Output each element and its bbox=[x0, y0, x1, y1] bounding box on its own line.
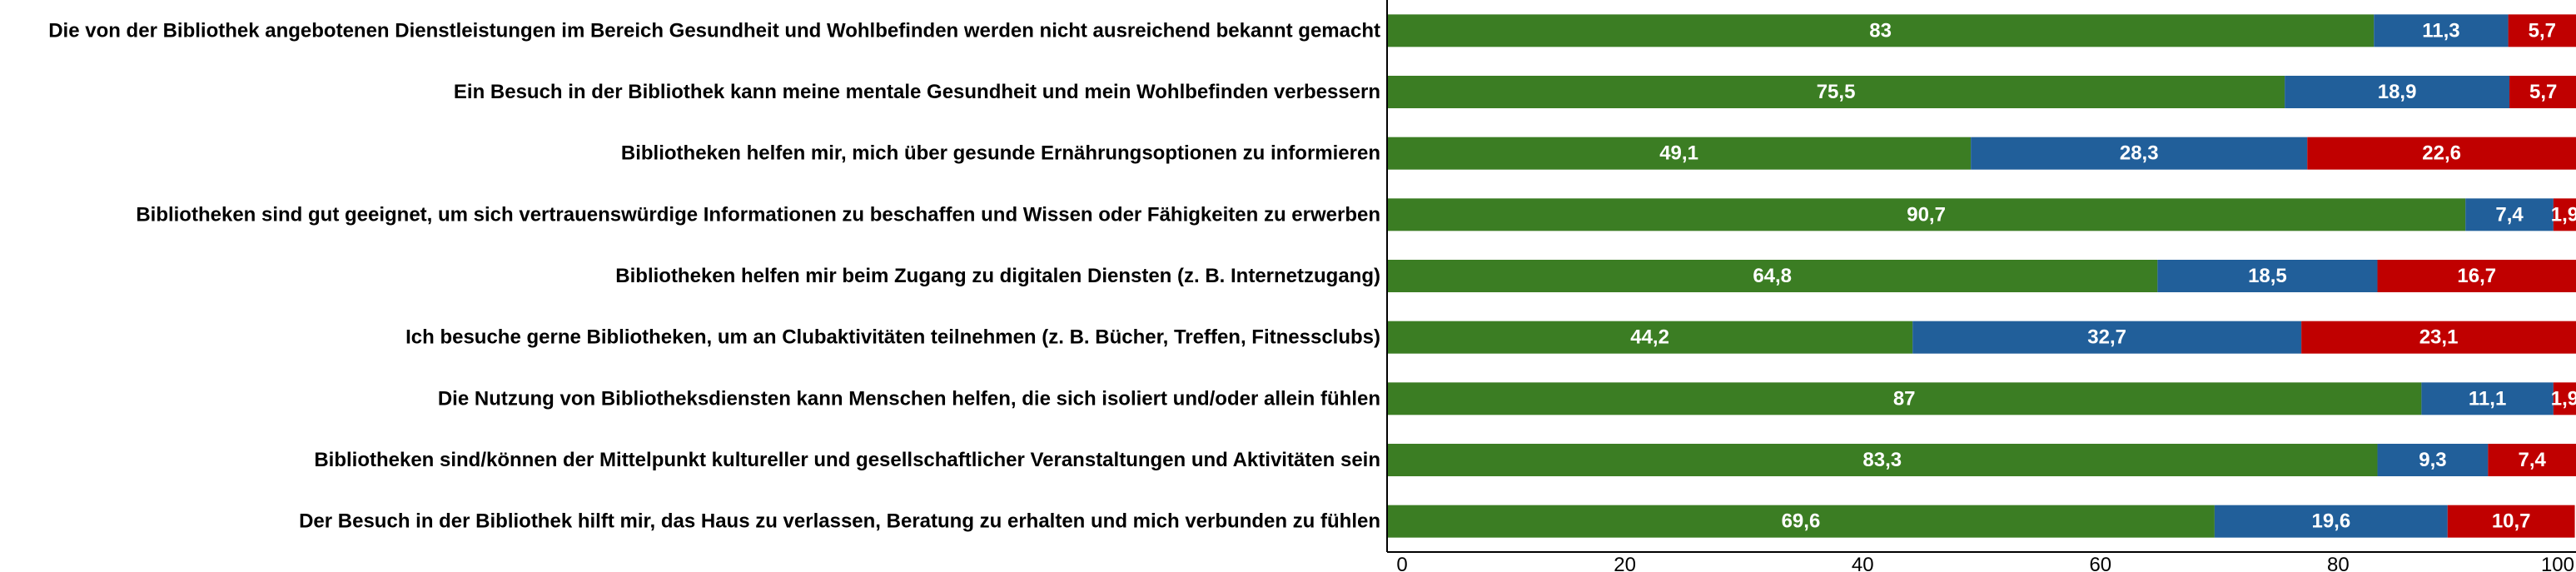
bar-segment-s1 bbox=[1387, 14, 2375, 47]
bar-segment-s1 bbox=[1387, 198, 2466, 231]
data-label: 5,7 bbox=[2529, 81, 2557, 103]
data-label: 75,5 bbox=[1817, 81, 1856, 103]
data-label: 18,9 bbox=[2378, 81, 2417, 103]
bar-segment-s3 bbox=[2488, 444, 2576, 476]
bar-segment-s2 bbox=[2377, 444, 2489, 476]
data-label: 1,9 bbox=[2551, 387, 2576, 410]
bar-segment-s2 bbox=[1971, 137, 2308, 170]
bar-segment-s1 bbox=[1387, 505, 2215, 538]
axes-group: 0 20 40 60 80 100 bbox=[1386, 0, 2576, 572]
data-label: 5,7 bbox=[2529, 19, 2556, 42]
data-label: 23,1 bbox=[2419, 326, 2459, 349]
bar-segment-s3 bbox=[2447, 505, 2575, 538]
data-label: 1,9 bbox=[2551, 203, 2576, 226]
bar-segment-s3 bbox=[2509, 76, 2576, 108]
bar-segment-s3 bbox=[2301, 321, 2576, 354]
x-tick-label: 0 bbox=[1396, 554, 1407, 572]
category-label: Die von der Bibliothek angebotenen Diens… bbox=[48, 19, 1380, 42]
bar-segment-s2 bbox=[2465, 198, 2554, 231]
x-tick-label: 20 bbox=[1614, 554, 1636, 572]
data-label: 11,1 bbox=[2469, 387, 2506, 410]
data-label: 44,2 bbox=[1630, 326, 1669, 349]
bar-segment-s1 bbox=[1387, 137, 1972, 170]
data-label: 49,1 bbox=[1659, 142, 1698, 165]
bar-segment-s1 bbox=[1387, 260, 2158, 292]
category-label: Der Besuch in der Bibliothek hilft mir, … bbox=[299, 510, 1380, 533]
bar-segment-s2 bbox=[2285, 76, 2510, 108]
data-label: 7,4 bbox=[2495, 203, 2524, 226]
bar-segment-s1 bbox=[1387, 444, 2378, 476]
bar-segment-s2 bbox=[2157, 260, 2378, 292]
data-label: 22,6 bbox=[2422, 142, 2461, 165]
bar-segment-s2 bbox=[1912, 321, 2302, 354]
x-tick-label: 100 bbox=[2541, 554, 2574, 572]
bar-segment-s2 bbox=[2214, 505, 2448, 538]
category-labels-group: Die von der Bibliothek angebotenen Diens… bbox=[48, 19, 1380, 532]
category-label: Bibliotheken sind gut geeignet, um sich … bbox=[136, 203, 1380, 226]
data-label: 18,5 bbox=[2248, 265, 2287, 287]
bar-segment-s3 bbox=[2553, 198, 2576, 231]
bar-segment-s2 bbox=[2421, 382, 2554, 415]
data-label: 10,7 bbox=[2492, 510, 2531, 533]
bar-segment-s3 bbox=[2377, 260, 2576, 292]
data-label: 64,8 bbox=[1753, 265, 1792, 287]
data-label: 87 bbox=[1893, 387, 1916, 410]
bars-group: 83 11,3 5,7 75,5 18,9 5,7 49,1 28,3 22,6 90,7 7,4 1… bbox=[1387, 14, 2576, 538]
category-label: Bibliotheken helfen mir, mich über gesun… bbox=[621, 142, 1380, 165]
bar-segment-s1 bbox=[1387, 321, 1913, 354]
data-label: 9,3 bbox=[2419, 449, 2446, 471]
data-label: 16,7 bbox=[2457, 265, 2496, 287]
data-label: 83,3 bbox=[1862, 449, 1902, 471]
data-label: 90,7 bbox=[1907, 203, 1946, 226]
category-label: Die Nutzung von Bibliotheksdiensten kann… bbox=[438, 387, 1380, 410]
data-label: 28,3 bbox=[2120, 142, 2159, 165]
x-tick-label: 80 bbox=[2327, 554, 2350, 572]
category-label: Ich besuche gerne Bibliotheken, um an Cl… bbox=[405, 326, 1380, 349]
data-label: 19,6 bbox=[2311, 510, 2350, 533]
data-label: 11,3 bbox=[2422, 19, 2459, 42]
bar-segment-s3 bbox=[2553, 382, 2576, 415]
data-label: 69,6 bbox=[1782, 510, 1821, 533]
bar-segment-s2 bbox=[2374, 14, 2509, 47]
category-label: Bibliotheken helfen mir beim Zugang zu d… bbox=[615, 265, 1380, 287]
bar-segment-s1 bbox=[1387, 76, 2285, 108]
x-tick-label: 60 bbox=[2089, 554, 2111, 572]
bar-segment-s3 bbox=[2508, 14, 2576, 47]
data-label: 83 bbox=[1869, 19, 1892, 42]
category-label: Bibliotheken sind/können der Mittelpunkt… bbox=[314, 449, 1380, 471]
data-label: 32,7 bbox=[2087, 326, 2126, 349]
data-label: 7,4 bbox=[2518, 449, 2546, 471]
bar-segment-s3 bbox=[2307, 137, 2576, 170]
bar-segment-s1 bbox=[1387, 382, 2422, 415]
category-label: Ein Besuch in der Bibliothek kann meine … bbox=[454, 81, 1380, 103]
x-tick-label: 40 bbox=[1852, 554, 1874, 572]
